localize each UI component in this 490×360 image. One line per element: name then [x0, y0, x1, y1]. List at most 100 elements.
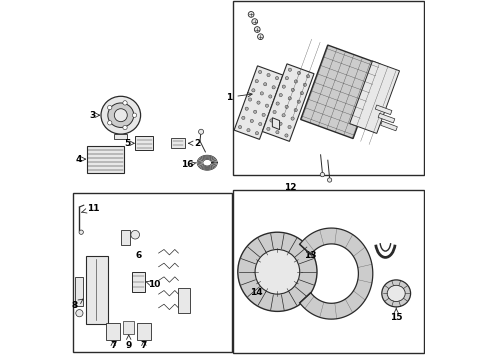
Circle shape [294, 108, 297, 112]
Circle shape [123, 125, 127, 130]
Text: 10: 10 [146, 280, 161, 289]
Ellipse shape [108, 103, 134, 127]
Bar [87, 146, 124, 173]
Circle shape [291, 88, 294, 91]
Text: 16: 16 [181, 161, 196, 170]
Circle shape [264, 82, 267, 86]
Circle shape [272, 86, 275, 89]
Circle shape [285, 77, 289, 80]
Circle shape [252, 19, 258, 24]
Circle shape [297, 71, 300, 75]
Polygon shape [381, 121, 397, 131]
Circle shape [320, 172, 324, 177]
Bar [86, 256, 108, 324]
Circle shape [270, 119, 273, 122]
Bar [135, 136, 153, 150]
Circle shape [282, 114, 285, 117]
Circle shape [108, 121, 112, 125]
Ellipse shape [387, 285, 405, 302]
Circle shape [291, 117, 294, 120]
Circle shape [266, 104, 269, 107]
Circle shape [285, 105, 288, 108]
Circle shape [267, 73, 270, 77]
Circle shape [285, 134, 288, 137]
Text: 4: 4 [75, 155, 86, 163]
Text: 1: 1 [226, 93, 252, 102]
Bar [178, 288, 190, 313]
Circle shape [257, 101, 260, 104]
Circle shape [245, 107, 248, 110]
Circle shape [253, 110, 257, 113]
Circle shape [108, 105, 112, 110]
Text: 5: 5 [124, 139, 134, 148]
Circle shape [269, 95, 272, 98]
Polygon shape [375, 105, 392, 114]
Circle shape [79, 230, 83, 234]
Bar [171, 138, 185, 148]
Bar [137, 323, 151, 340]
Text: 12: 12 [284, 183, 296, 192]
Text: 9: 9 [125, 335, 132, 350]
Circle shape [255, 132, 259, 135]
Polygon shape [300, 228, 373, 319]
Bar [233, 1, 424, 175]
Circle shape [258, 70, 262, 73]
Circle shape [238, 232, 317, 311]
Circle shape [252, 89, 255, 92]
Polygon shape [262, 64, 314, 141]
Bar [75, 277, 83, 306]
Circle shape [248, 12, 254, 17]
Circle shape [248, 98, 252, 101]
Circle shape [255, 249, 300, 294]
Circle shape [247, 129, 250, 132]
Bar [121, 230, 130, 245]
Circle shape [276, 102, 279, 105]
Circle shape [288, 68, 292, 71]
Polygon shape [350, 61, 399, 134]
Circle shape [242, 116, 245, 120]
Text: 3: 3 [89, 111, 99, 120]
Circle shape [288, 97, 292, 100]
Circle shape [294, 80, 297, 83]
Circle shape [267, 127, 270, 131]
Circle shape [279, 122, 282, 125]
Circle shape [288, 125, 291, 129]
Circle shape [327, 178, 332, 182]
Polygon shape [378, 113, 395, 123]
Text: 14: 14 [250, 253, 276, 297]
Circle shape [297, 100, 300, 103]
Bar [114, 134, 127, 139]
Bar [106, 323, 120, 340]
Circle shape [306, 75, 310, 78]
Circle shape [114, 109, 127, 122]
Circle shape [303, 83, 307, 86]
Text: 6: 6 [136, 251, 142, 260]
Text: 11: 11 [82, 204, 100, 213]
Circle shape [239, 125, 242, 129]
Circle shape [259, 122, 262, 126]
Polygon shape [272, 118, 280, 130]
Polygon shape [301, 45, 380, 139]
Circle shape [255, 80, 258, 83]
Circle shape [132, 113, 137, 117]
Text: 2: 2 [189, 139, 201, 148]
Circle shape [131, 230, 140, 239]
Bar [123, 321, 134, 334]
Text: 8: 8 [72, 299, 83, 310]
Circle shape [198, 129, 204, 134]
Circle shape [279, 94, 282, 97]
Bar [132, 272, 145, 292]
Circle shape [300, 91, 303, 95]
Text: 7: 7 [141, 341, 147, 350]
Ellipse shape [382, 280, 411, 307]
Circle shape [254, 27, 260, 32]
Circle shape [282, 85, 285, 88]
Circle shape [262, 113, 265, 117]
Circle shape [273, 111, 276, 114]
Circle shape [258, 34, 263, 40]
Circle shape [76, 310, 83, 317]
Polygon shape [234, 66, 283, 139]
Text: 7: 7 [110, 341, 117, 350]
Circle shape [250, 120, 253, 123]
Circle shape [260, 92, 264, 95]
